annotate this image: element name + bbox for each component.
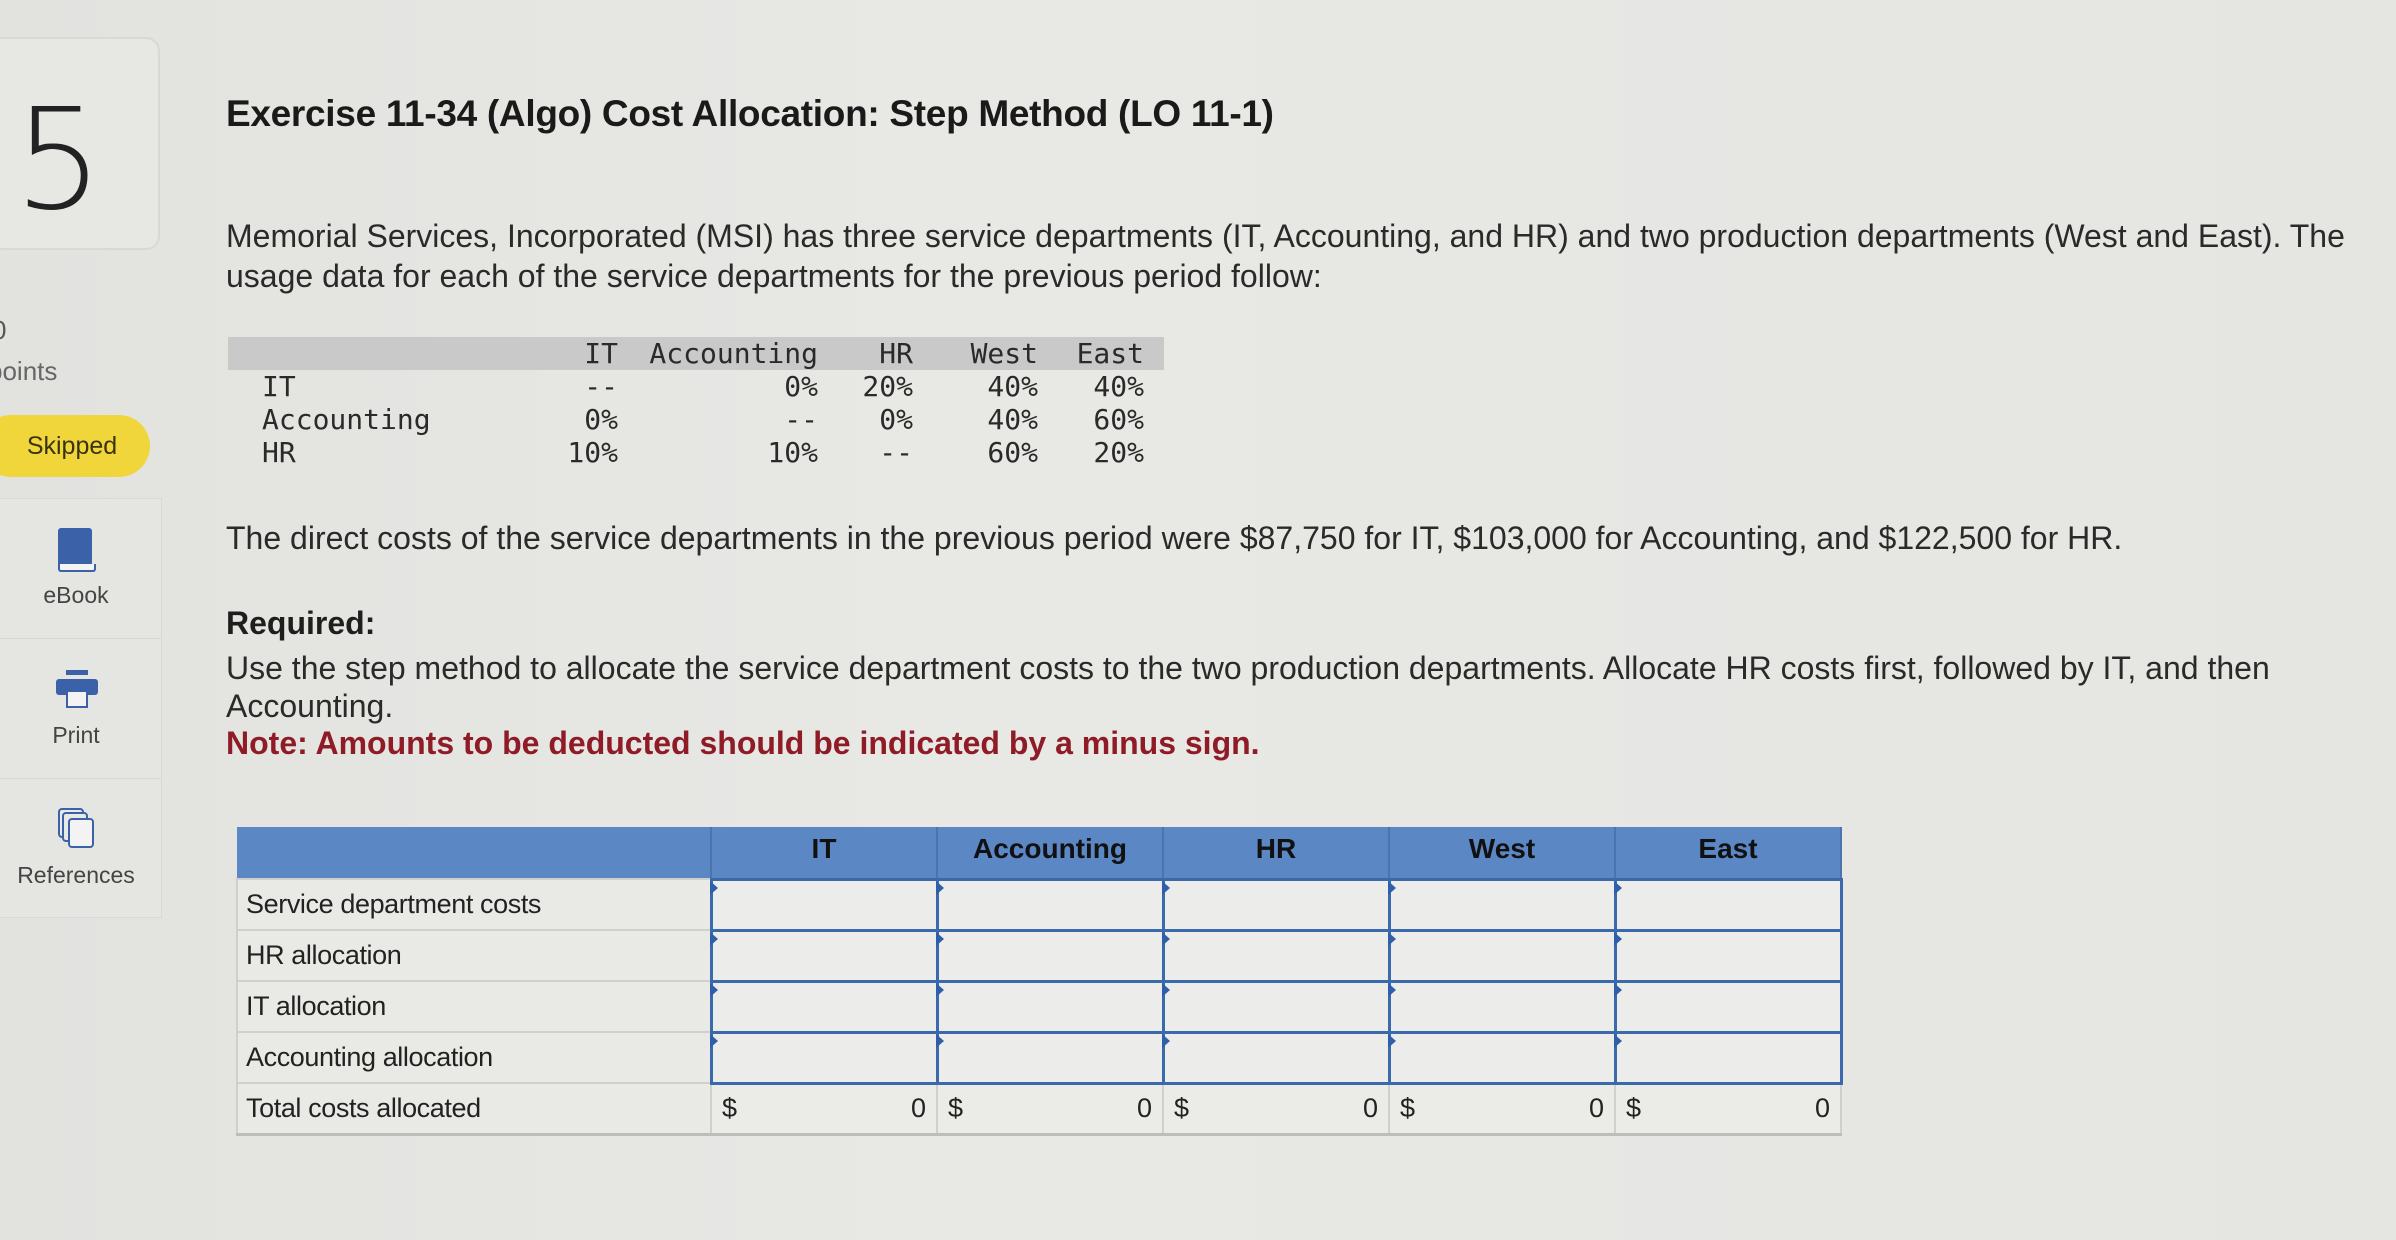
it-allocation-it-input[interactable] <box>712 982 936 1031</box>
it-allocation-west-input[interactable] <box>1390 982 1614 1031</box>
usage-col-it: IT <box>584 337 618 370</box>
input-marker-icon <box>1387 982 1396 997</box>
service-costs-it-input[interactable] <box>712 880 936 929</box>
input-marker-icon <box>1613 880 1622 895</box>
usage-col-accounting: Accounting <box>649 337 818 370</box>
answer-header-row: IT Accounting HR West East <box>237 827 1842 879</box>
status-badge: Skipped <box>0 415 150 477</box>
intro-paragraph: Memorial Services, Incorporated (MSI) ha… <box>226 218 2345 294</box>
it-allocation-hr-input[interactable] <box>1164 982 1388 1031</box>
minus-sign-note: Note: Amounts to be deducted should be i… <box>226 725 1260 761</box>
usage-row-hr: HR 10% 10% -- 60% 20% <box>262 436 1144 469</box>
accounting-allocation-accounting-input[interactable] <box>938 1033 1162 1082</box>
input-marker-icon <box>1161 982 1170 997</box>
accounting-allocation-it-input[interactable] <box>712 1033 936 1082</box>
currency-symbol: $ <box>948 1093 964 1123</box>
print-button[interactable]: Print <box>0 638 162 778</box>
total-accounting: $0 <box>936 1082 1164 1136</box>
ebook-label: eBook <box>43 582 109 608</box>
hr-allocation-it-input[interactable] <box>712 931 936 980</box>
answer-col-it: IT <box>711 827 938 879</box>
points-value: 0 <box>0 315 6 346</box>
input-marker-icon <box>1161 880 1170 895</box>
exercise-title: Exercise 11-34 (Algo) Cost Allocation: S… <box>226 93 1274 134</box>
it-allocation-accounting-input[interactable] <box>938 982 1162 1031</box>
total-hr: $0 <box>1162 1082 1390 1136</box>
usage-row-accounting: Accounting 0% -- 0% 40% 60% <box>262 403 1144 436</box>
input-marker-icon <box>1161 931 1170 946</box>
usage-data-table: IT Accounting HR West East IT -- 0% 20% … <box>228 337 1164 469</box>
input-marker-icon <box>935 931 944 946</box>
usage-header-row: IT Accounting HR West East <box>228 337 1164 370</box>
usage-col-west: West <box>970 337 1038 370</box>
answer-row-accounting-allocation: Accounting allocation <box>236 1030 1843 1085</box>
required-instructions: Use the step method to allocate the serv… <box>226 650 2270 724</box>
hr-allocation-accounting-input[interactable] <box>938 931 1162 980</box>
input-marker-icon <box>709 982 718 997</box>
step-method-answer-table: IT Accounting HR West East Service depar… <box>236 827 1843 1136</box>
input-marker-icon <box>709 931 718 946</box>
hr-allocation-east-input[interactable] <box>1616 931 1840 980</box>
question-number: 5 <box>14 79 104 242</box>
answer-row-service-department-costs: Service department costs <box>236 877 1843 932</box>
answer-row-it-allocation: IT allocation <box>236 979 1843 1034</box>
total-it: $0 <box>710 1082 938 1136</box>
answer-col-east: East <box>1615 827 1842 879</box>
total-west: $0 <box>1388 1082 1616 1136</box>
hr-allocation-west-input[interactable] <box>1390 931 1614 980</box>
currency-symbol: $ <box>1174 1093 1190 1123</box>
service-costs-accounting-input[interactable] <box>938 880 1162 929</box>
printer-icon <box>54 668 98 712</box>
question-number-card: 5 <box>0 37 160 250</box>
required-heading: Required: <box>226 605 376 641</box>
book-icon <box>54 528 98 572</box>
accounting-allocation-east-input[interactable] <box>1616 1033 1840 1082</box>
answer-col-hr: HR <box>1163 827 1390 879</box>
answer-row-hr-allocation: HR allocation <box>236 928 1843 983</box>
total-hr-value: 0 <box>1362 1093 1378 1123</box>
answer-col-west: West <box>1389 827 1616 879</box>
service-costs-east-input[interactable] <box>1616 880 1840 929</box>
accounting-allocation-west-input[interactable] <box>1390 1033 1614 1082</box>
answer-row-total-costs-allocated: Total costs allocated $0 $0 $0 $0 $0 <box>236 1082 1842 1136</box>
input-marker-icon <box>709 880 718 895</box>
total-east: $0 <box>1614 1082 1842 1136</box>
references-label: References <box>17 861 135 888</box>
input-marker-icon <box>1161 1033 1170 1048</box>
input-marker-icon <box>1613 931 1622 946</box>
total-west-value: 0 <box>1588 1093 1604 1123</box>
points-label: points <box>0 356 58 386</box>
ebook-button[interactable]: eBook <box>0 498 162 638</box>
tool-panel: eBook Print References <box>0 498 162 918</box>
input-marker-icon <box>1387 1033 1396 1048</box>
input-marker-icon <box>1387 931 1396 946</box>
service-costs-west-input[interactable] <box>1390 880 1614 929</box>
copy-documents-icon <box>54 807 98 852</box>
currency-symbol: $ <box>1626 1093 1642 1123</box>
total-accounting-value: 0 <box>1136 1093 1152 1123</box>
input-marker-icon <box>1387 880 1396 895</box>
answer-col-accounting: Accounting <box>937 827 1164 879</box>
print-label: Print <box>52 722 100 748</box>
accounting-allocation-hr-input[interactable] <box>1164 1033 1388 1082</box>
input-marker-icon <box>935 982 944 997</box>
input-marker-icon <box>1613 982 1622 997</box>
input-marker-icon <box>1613 1033 1622 1048</box>
usage-col-hr: HR <box>879 337 913 370</box>
total-east-value: 0 <box>1814 1093 1830 1123</box>
input-marker-icon <box>935 1033 944 1048</box>
it-allocation-east-input[interactable] <box>1616 982 1840 1031</box>
hr-allocation-hr-input[interactable] <box>1164 931 1388 980</box>
direct-costs-text: The direct costs of the service departme… <box>226 520 2123 556</box>
input-marker-icon <box>935 880 944 895</box>
currency-symbol: $ <box>1400 1093 1416 1123</box>
currency-symbol: $ <box>722 1093 738 1123</box>
total-it-value: 0 <box>910 1093 926 1123</box>
usage-col-east: East <box>1076 337 1144 370</box>
references-button[interactable]: References <box>0 778 162 918</box>
usage-row-it: IT -- 0% 20% 40% 40% <box>262 370 1144 403</box>
service-costs-hr-input[interactable] <box>1164 880 1388 929</box>
input-marker-icon <box>709 1033 718 1048</box>
